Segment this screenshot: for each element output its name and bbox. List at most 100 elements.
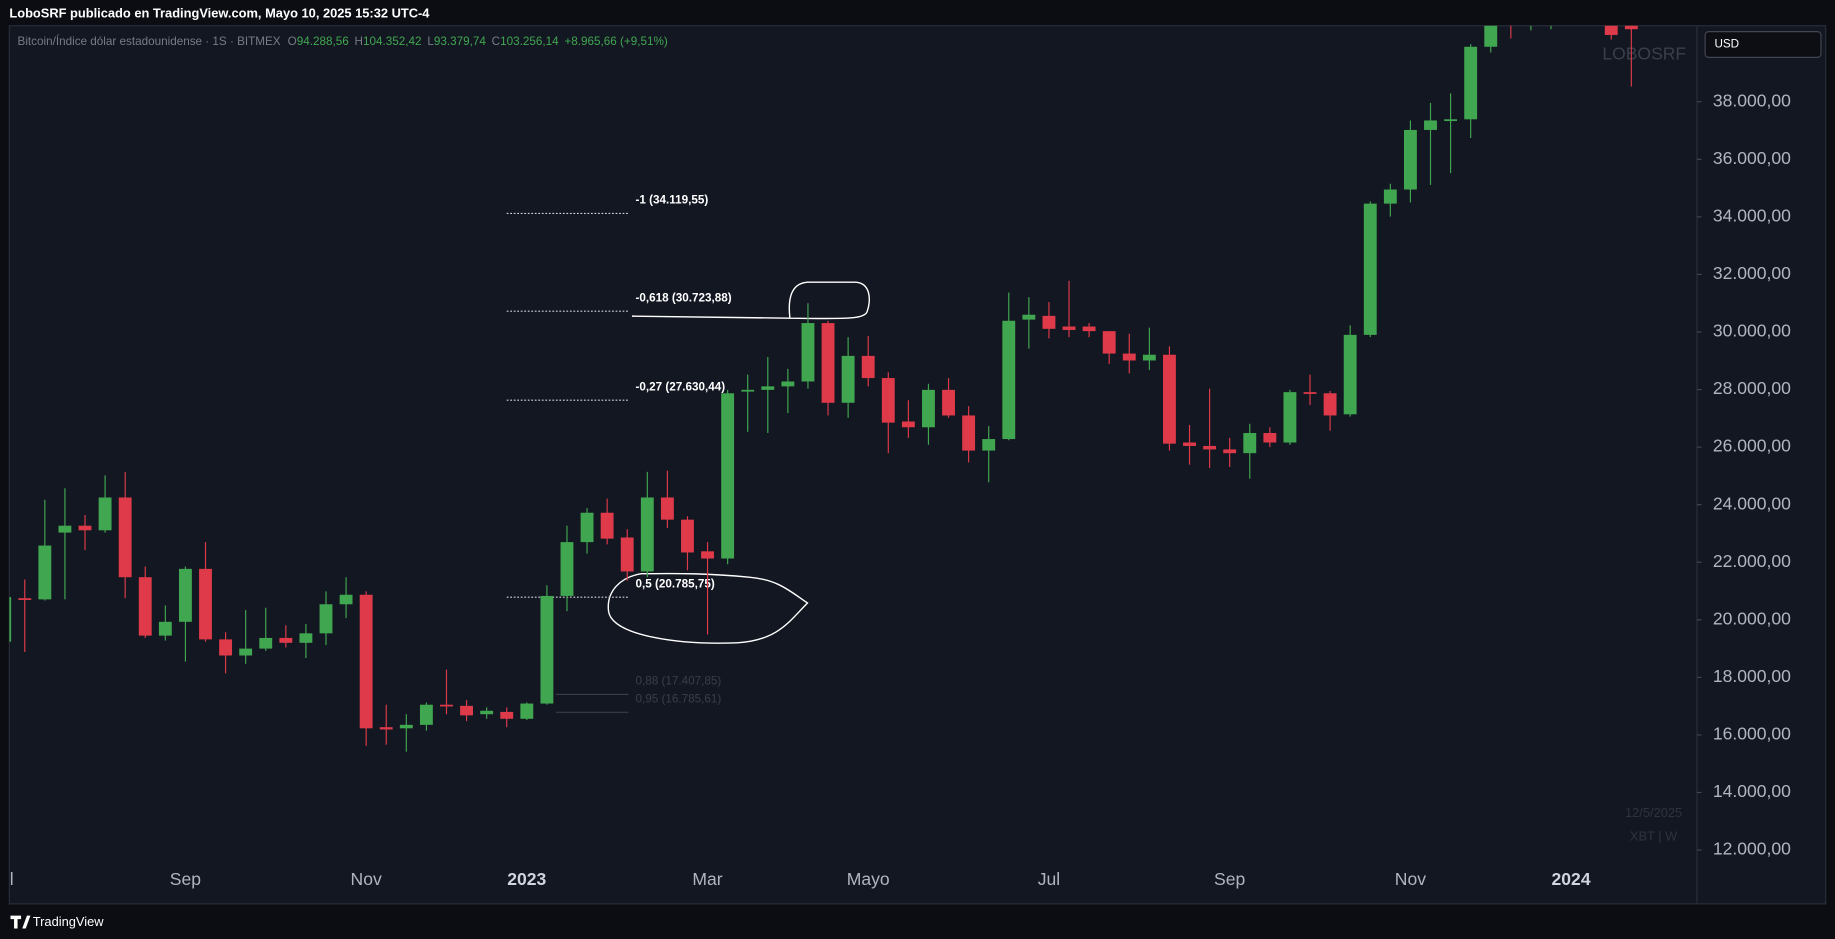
x-tick-label: Sep [170,869,201,889]
candle-body [379,727,393,730]
candle-body [18,598,32,600]
candle-body [158,621,172,636]
candle-body [1363,203,1377,335]
candle-body [118,497,132,578]
x-tick-label: Mayo [847,869,890,889]
y-tick-label: 14.000,00 [1713,781,1791,801]
x-tick-label: 2023 [507,869,546,889]
candle-body [821,323,835,403]
candle-body [138,577,152,636]
candle-body [540,595,554,704]
candle-body [1343,334,1357,415]
ohlc-value: 104.352,42 [363,35,421,48]
annotation-ring [607,572,809,644]
x-tick-label: Sep [1214,869,1245,889]
candle-body [58,525,72,533]
y-tick-label: 36.000,00 [1713,148,1791,168]
watermark: LOBOSRF [1602,44,1686,64]
candle-body [962,415,976,451]
y-tick-label: 34.000,00 [1713,206,1791,226]
brand-logo [10,915,31,929]
ohlc-key: O [288,35,297,48]
candle-body [761,386,775,390]
candle-body [1484,25,1498,47]
candle-body [1263,433,1277,443]
candle-body [1102,331,1116,354]
candle-body [480,710,494,715]
candle-body [942,389,955,416]
candle-body [640,497,654,572]
candle-body [781,381,795,387]
candle-body [701,551,714,559]
y-tick-label: 18.000,00 [1713,666,1791,686]
y-tick-label: 30.000,00 [1713,321,1791,341]
candle-body [1122,353,1136,361]
candle-body [620,537,634,572]
candle-body [440,704,453,707]
ohlc-value: 103.256,14 [500,35,559,48]
change-value: +8.965,66 (+9,51%) [564,35,667,48]
candle-body [319,604,333,634]
fib-level-label: 0,88 (17.407,85) [635,675,721,688]
candle-body [600,512,614,539]
currency-label[interactable]: USD [1714,38,1739,51]
candle-body [1042,315,1056,329]
candle-body [1283,392,1297,443]
candle-body [1142,354,1156,361]
candle-body [178,568,192,622]
ohlc-key: H [355,35,363,48]
x-tick-label: Nov [351,869,382,889]
y-tick-label: 24.000,00 [1713,493,1791,513]
fib-level-label: 0,95 (16.785,61) [635,693,721,706]
date-note: 12/5/2025 [1625,805,1682,820]
candle-body [239,648,253,656]
y-tick-label: 16.000,00 [1713,724,1791,744]
candle-body [1223,449,1237,454]
candle-body [9,597,12,642]
candle-body [660,497,674,520]
candle-body [1323,393,1337,416]
y-tick-label: 32.000,00 [1713,263,1791,283]
candle-body [881,378,895,423]
candle-body [259,637,273,649]
candle-body [1604,25,1618,35]
fib-level-label: -0,27 (27.630,44) [635,380,725,393]
candle-body [1624,25,1638,30]
candle-body [219,639,233,656]
x-tick-label: l [10,869,14,889]
candle-body [922,389,935,428]
currency-selector[interactable] [1704,31,1822,58]
candle-body [399,724,413,729]
candle-body [1062,326,1076,330]
symbol-name: Bitcoin/Índice dólar estadounidense · 1S… [18,35,281,48]
fib-level-label: -1 (34.119,55) [635,194,708,207]
fib-level-label: 0,5 (20.785,75) [635,577,714,590]
x-tick-label: Nov [1395,869,1426,889]
candle-body [98,497,112,531]
candle-body [419,704,433,725]
candle-body [560,542,574,596]
ohlc-key: L [427,35,434,48]
candle-body [721,393,735,559]
x-tick-label: 2024 [1552,869,1591,889]
brand-name: TradingView [33,914,104,929]
candle-body [861,355,875,379]
candle-body [1444,119,1458,122]
y-tick-label: 22.000,00 [1713,551,1791,571]
candle-body [982,439,996,451]
candle-body [1163,354,1176,444]
candle-body [1464,46,1478,120]
plot: -1 (34.119,55) -0,618 (30.723,88) -0,27 (2… [9,25,1638,752]
candle-body [841,355,855,403]
x-tick-label: Mar [692,869,722,889]
candle-body [500,711,514,719]
candle-body [199,568,212,640]
candle-body [580,512,594,543]
candle-body [1383,189,1397,204]
chart-border [8,25,1827,905]
y-tick-label: 12.000,00 [1713,839,1791,859]
x-tick-label: Jul [1038,869,1060,889]
chart-area [9,25,1826,904]
